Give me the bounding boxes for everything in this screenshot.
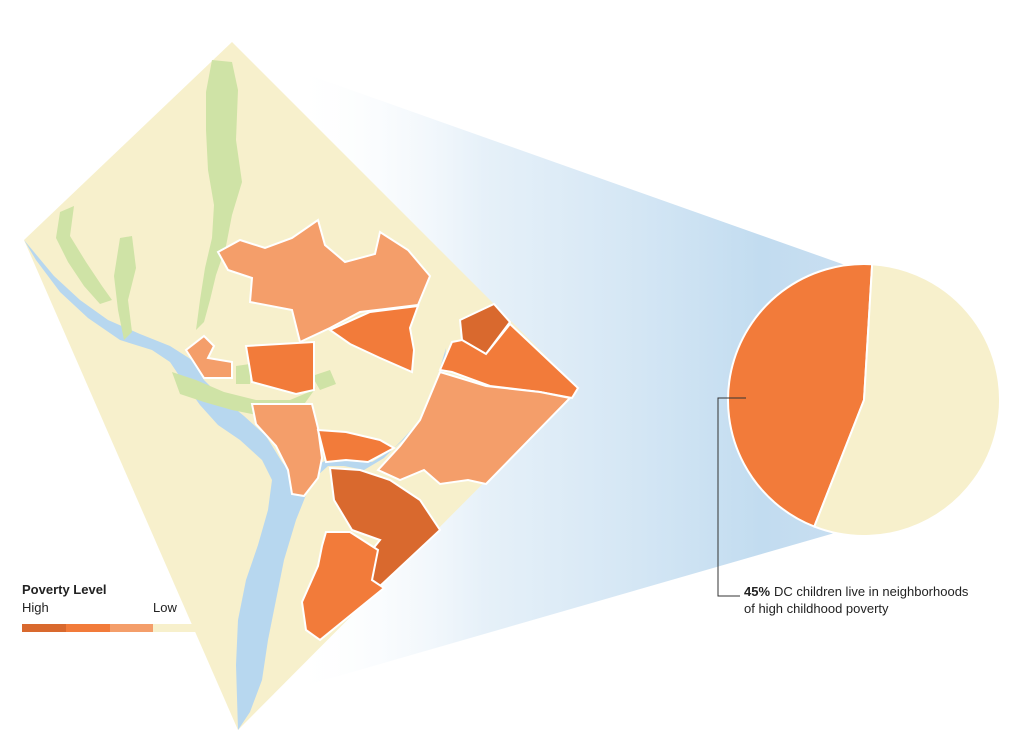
region-shaw [244,340,315,396]
callout: 45% DC children live in neighborhoods of … [744,583,974,617]
legend-swatch [153,624,197,632]
callout-percent: 45% [744,584,771,599]
park-north [236,364,250,384]
rock-creek-park [196,60,242,330]
pie-slice-0 [727,263,874,528]
region-adams-morgan [184,334,233,379]
region-far-southeast [300,531,386,642]
legend-swatch [109,624,154,632]
dc-map [24,42,580,730]
region-southwest [250,403,324,498]
region-east [376,370,573,486]
legend-high-label: High [22,600,49,615]
legend-swatch [22,624,66,632]
legend-color-bar [22,624,197,632]
park-glover [114,236,136,340]
region-northwest-central [216,218,432,344]
region-northeast-mid [327,304,420,374]
callout-leader-line [717,397,746,597]
pie-chart [727,263,1001,537]
region-northeast-east [438,322,580,400]
legend-swatch [65,624,110,632]
legend-title: Poverty Level [22,582,107,597]
potomac-river [24,240,318,730]
park-anacostia [312,370,336,390]
callout-text: DC children live in neighborhoods of hig… [744,584,969,616]
region-capitol [316,428,397,464]
legend-scale-labels: High Low [22,600,202,616]
legend-low-label: Low [153,600,177,615]
park-west [56,206,112,304]
legend: Poverty Level High Low [22,582,202,632]
pie-slice-1 [812,263,1001,537]
